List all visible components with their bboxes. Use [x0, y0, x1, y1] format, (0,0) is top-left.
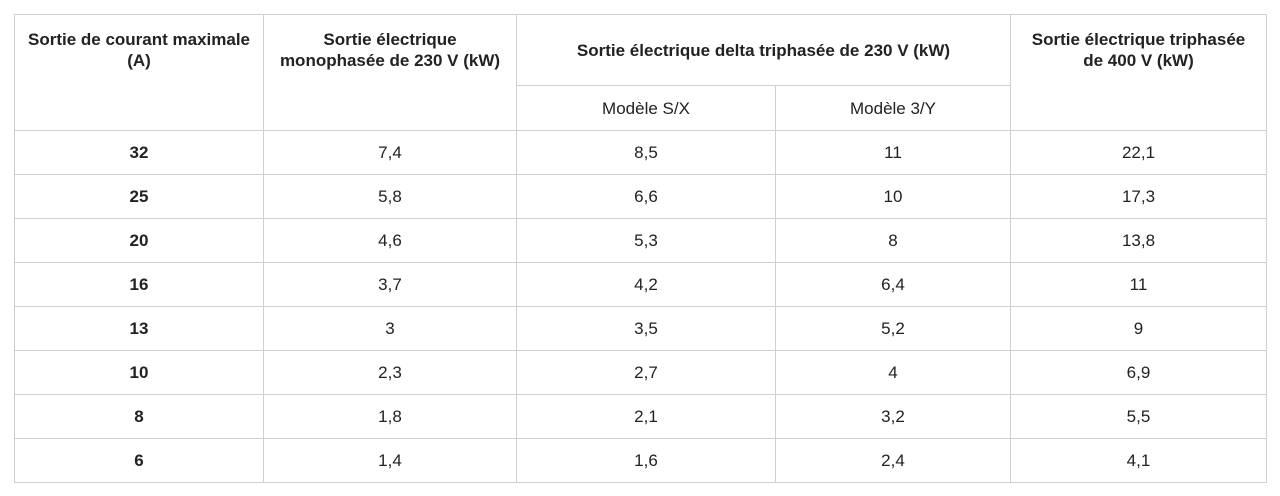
current-cell: 8	[14, 394, 264, 439]
power-cell: 1,6	[516, 438, 776, 483]
power-cell: 5,5	[1010, 394, 1267, 439]
table-row: 32 7,4 8,5 11 22,1	[14, 130, 1267, 175]
power-cell: 2,1	[516, 394, 776, 439]
power-cell: 2,3	[263, 350, 517, 395]
power-cell: 13,8	[1010, 218, 1267, 263]
header-group-cell: Sortie électrique delta triphasée de 230…	[516, 14, 1011, 86]
current-cell: 25	[14, 174, 264, 219]
table-row: 13 3 3,5 5,2 9	[14, 306, 1267, 351]
power-cell: 4,2	[516, 262, 776, 307]
power-cell: 4,6	[263, 218, 517, 263]
table-row: 6 1,4 1,6 2,4 4,1	[14, 438, 1267, 483]
power-cell: 5,3	[516, 218, 776, 263]
power-cell: 11	[775, 130, 1011, 175]
power-cell: 3	[263, 306, 517, 351]
power-cell: 6,9	[1010, 350, 1267, 395]
subheader-cell: Modèle S/X	[516, 85, 776, 131]
power-cell: 22,1	[1010, 130, 1267, 175]
power-cell: 6,6	[516, 174, 776, 219]
table-body: 32 7,4 8,5 11 22,1 25 5,8 6,6 10 17,3 20 4,6 5,3 8 13,…	[14, 130, 1267, 483]
header-cell: Sortie de courant maximale (A)	[14, 14, 264, 131]
power-cell: 4,1	[1010, 438, 1267, 483]
power-cell: 8,5	[516, 130, 776, 175]
table-row: 16 3,7 4,2 6,4 11	[14, 262, 1267, 307]
current-cell: 20	[14, 218, 264, 263]
subheader-cell: Modèle 3/Y	[775, 85, 1011, 131]
header-cell: Sortie électrique triphasée de 400 V (kW…	[1010, 14, 1267, 131]
current-cell: 10	[14, 350, 264, 395]
power-cell: 11	[1010, 262, 1267, 307]
table-row: 20 4,6 5,3 8 13,8	[14, 218, 1267, 263]
power-cell: 9	[1010, 306, 1267, 351]
power-cell: 10	[775, 174, 1011, 219]
power-table: Sortie de courant maximale (A) Sortie él…	[14, 14, 1267, 483]
current-cell: 6	[14, 438, 264, 483]
table-row: 10 2,3 2,7 4 6,9	[14, 350, 1267, 395]
power-cell: 1,4	[263, 438, 517, 483]
power-cell: 3,5	[516, 306, 776, 351]
current-cell: 13	[14, 306, 264, 351]
table-row: 8 1,8 2,1 3,2 5,5	[14, 394, 1267, 439]
power-cell: 3,7	[263, 262, 517, 307]
header-cell: Sortie électrique monophasée de 230 V (k…	[263, 14, 517, 131]
power-cell: 1,8	[263, 394, 517, 439]
power-cell: 2,4	[775, 438, 1011, 483]
header-row: Modèle S/X Modèle 3/Y	[15, 85, 1267, 131]
power-cell: 8	[775, 218, 1011, 263]
power-cell: 5,8	[263, 174, 517, 219]
current-cell: 32	[14, 130, 264, 175]
power-cell: 17,3	[1010, 174, 1267, 219]
power-cell: 4	[775, 350, 1011, 395]
power-cell: 6,4	[775, 262, 1011, 307]
power-cell: 3,2	[775, 394, 1011, 439]
table-row: 25 5,8 6,6 10 17,3	[14, 174, 1267, 219]
current-cell: 16	[14, 262, 264, 307]
power-cell: 7,4	[263, 130, 517, 175]
power-cell: 2,7	[516, 350, 776, 395]
power-cell: 5,2	[775, 306, 1011, 351]
header-row: Sortie de courant maximale (A) Sortie él…	[14, 14, 1267, 131]
